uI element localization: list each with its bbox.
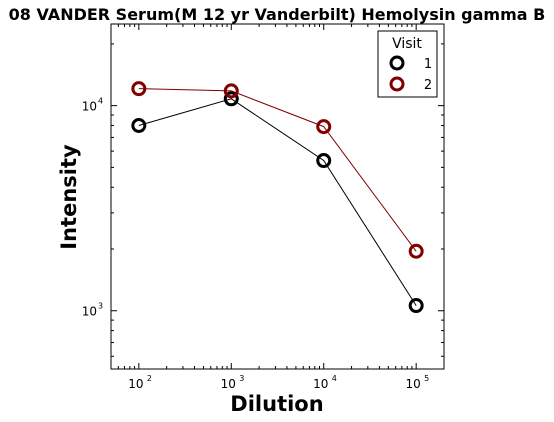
legend-marker-visit-1 — [389, 55, 405, 71]
axis-ticks: 10 2 10 3 10 4 10 510 310 4 — [82, 24, 445, 391]
y-tick-label: 10 — [82, 305, 97, 319]
data-point-visit-1 — [131, 118, 147, 134]
series-line-visit-2 — [138, 88, 417, 252]
y-tick-label: 10 — [82, 100, 97, 114]
legend-box — [377, 30, 438, 98]
legend-marker-visit-2 — [389, 76, 405, 92]
x-tick-label: 10 — [406, 377, 421, 391]
series-layer — [131, 81, 424, 314]
y-tick-label-exponent: 4 — [98, 97, 103, 106]
legend-items: 12 — [389, 55, 432, 93]
x-tick-label-exponent: 4 — [332, 374, 337, 383]
data-point-visit-1 — [223, 91, 239, 107]
y-axis-label: Intensity — [57, 144, 81, 250]
data-point-visit-2 — [316, 119, 332, 135]
data-point-visit-1 — [408, 298, 424, 314]
legend: Visit 12 — [377, 30, 438, 98]
data-point-visit-2 — [223, 83, 239, 99]
y-tick-label-exponent: 3 — [98, 302, 103, 311]
legend-title: Visit — [392, 36, 422, 52]
x-tick-label-exponent: 5 — [424, 374, 429, 383]
plot-area — [110, 23, 445, 370]
chart-title: 08 VANDER Serum(M 12 yr Vanderbilt) Hemo… — [9, 5, 546, 24]
series-line-visit-1 — [138, 98, 417, 306]
data-point-visit-2 — [408, 243, 424, 259]
data-point-visit-2 — [131, 81, 147, 97]
legend-label-visit-2: 2 — [424, 78, 432, 93]
x-tick-label-exponent: 3 — [239, 374, 244, 383]
x-tick-label-exponent: 2 — [147, 374, 152, 383]
data-point-visit-1 — [316, 153, 332, 169]
x-tick-label: 10 — [128, 377, 143, 391]
x-tick-label: 10 — [313, 377, 328, 391]
x-tick-label: 10 — [221, 377, 236, 391]
legend-label-visit-1: 1 — [424, 57, 432, 72]
x-axis-label: Dilution — [230, 392, 323, 416]
